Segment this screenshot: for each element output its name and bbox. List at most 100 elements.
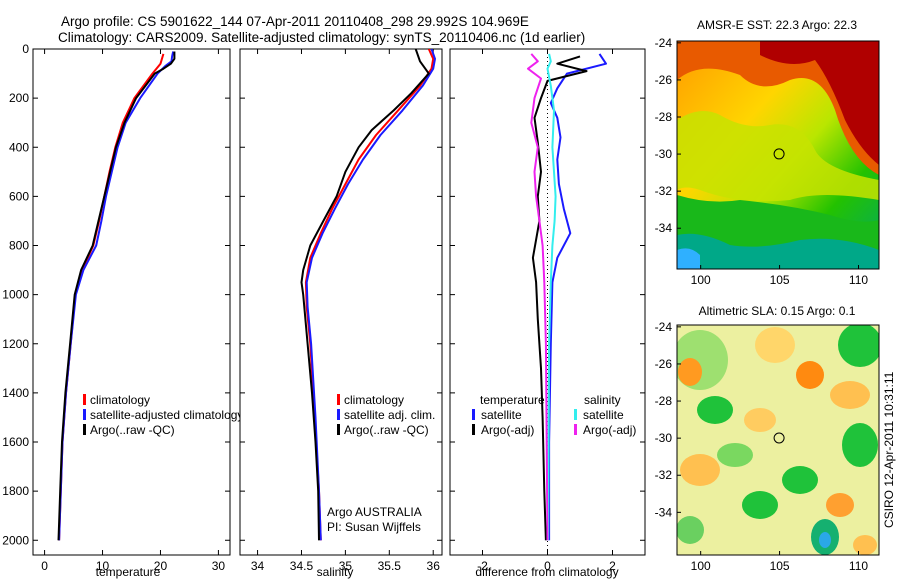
lon-tick-label: 100 (691, 273, 711, 287)
depth-tick-label: 400 (9, 140, 29, 154)
series-line-temperature-satellite (548, 53, 607, 541)
depth-tick-label: 1200 (2, 337, 29, 351)
legend-label-temp-satellite: satellite (481, 408, 522, 422)
legend-label-argo: Argo(..raw -QC) (90, 423, 175, 437)
sla-blob (744, 408, 776, 432)
legend-swatch-climatology (83, 394, 86, 405)
x-tick-label: 34 (251, 559, 265, 573)
series-line-satellite-adj-clim- (305, 49, 436, 541)
lat-tick-label: -26 (655, 73, 673, 87)
legend-label-sal-satellite: satellite (583, 408, 624, 422)
legend-swatch-climatology (337, 394, 340, 405)
legend-swatch-satellite (83, 409, 86, 420)
sla-blob (680, 454, 720, 486)
depth-tick-label: 2000 (2, 533, 29, 547)
legend-label-climatology: climatology (344, 393, 404, 407)
header-line-2: Climatology: CARS2009. Satellite-adjuste… (58, 30, 585, 45)
temperature-panel: 0 200 400 600 800 1000 1200 1400 1600 1800 2000 0 1… (2, 42, 243, 579)
lat-tick-label: -32 (655, 184, 673, 198)
sla-blob (796, 361, 824, 389)
x-tick-label: 30 (212, 559, 226, 573)
x-tick-label: 10 (96, 559, 110, 573)
sla-map-title: Altimetric SLA: 0.15 Argo: 0.1 (699, 304, 856, 318)
lat-tick-label: -28 (655, 394, 673, 408)
salinity-panel: 34 34.5 35 35.5 36 salinity climatology sate… (239, 48, 443, 579)
legend-swatch-temp-argo (472, 424, 475, 435)
series-line-salinity-argo-adj- (527, 53, 549, 541)
x-tick-label: -2 (477, 559, 488, 573)
sla-blob (853, 535, 877, 555)
legend-swatch-argo (83, 424, 86, 435)
depth-tick-label: 1800 (2, 484, 29, 498)
sla-blob (842, 423, 878, 467)
lat-tick-label: -30 (655, 431, 673, 445)
difference-xlabel: difference from climatology (475, 565, 618, 579)
temperature-xlabel: temperature (96, 565, 161, 579)
sst-coldest-patch (677, 248, 700, 269)
lon-tick-label: 105 (770, 273, 790, 287)
sst-cold-region (677, 233, 879, 269)
x-tick-label: 34.5 (290, 559, 314, 573)
sla-blob (678, 358, 702, 386)
sst-field (677, 41, 879, 269)
x-tick-label: 0 (544, 559, 551, 573)
sla-map-frame (676, 324, 880, 556)
sla-blob (782, 466, 818, 494)
float-pi: PI: Susan Wijffels (327, 520, 421, 534)
temperature-axes (32, 48, 231, 556)
depth-tick-label: 600 (9, 189, 29, 203)
sla-blob (677, 330, 728, 390)
lat-tick-label: -30 (655, 147, 673, 161)
sla-blob (742, 491, 778, 519)
temperature-x-axis: 0 10 20 30 (33, 48, 230, 573)
legend-swatch-satellite (337, 409, 340, 420)
legend-label-satellite: satellite-adjusted climatology (90, 408, 243, 422)
legend-swatch-sal-satellite (574, 409, 577, 420)
salinity-x-axis: 34 34.5 35 35.5 36 (240, 48, 442, 573)
series-line-salinity-satellite (546, 53, 557, 541)
header-line-1: Argo profile: CS 5901622_144 07-Apr-2011… (61, 14, 529, 29)
difference-series (527, 53, 607, 541)
legend-swatch-temp-satellite (472, 409, 475, 420)
x-tick-label: 36 (427, 559, 441, 573)
legend-label-satellite: satellite adj. clim. (344, 408, 435, 422)
sla-blob (697, 396, 733, 424)
series-line-argo-raw-qc- (57, 51, 176, 541)
lat-tick-label: -32 (655, 468, 673, 482)
lat-tick-label: -34 (655, 221, 673, 235)
temperature-series (57, 51, 176, 541)
legend-label-temp-argo: Argo(-adj) (481, 423, 534, 437)
difference-x-axis: -2 0 2 (450, 48, 645, 573)
lon-tick-label: 110 (849, 273, 868, 287)
x-tick-label: 35 (339, 559, 353, 573)
sst-map-frame (676, 40, 880, 270)
salinity-axes (239, 48, 443, 556)
lat-tick-label: -24 (655, 320, 673, 334)
x-tick-label: 2 (609, 559, 616, 573)
lat-tick-label: -26 (655, 357, 673, 371)
sla-blob (830, 381, 870, 409)
sla-blob (819, 532, 831, 548)
series-line-argo-raw-qc- (300, 49, 430, 541)
legend-label-climatology: climatology (90, 393, 150, 407)
legend-label-argo: Argo(..raw -QC) (344, 423, 429, 437)
sla-blob (677, 516, 704, 544)
salinity-xlabel: salinity (317, 565, 354, 579)
sla-blob (826, 493, 854, 517)
float-owner: Argo AUSTRALIA (327, 505, 422, 519)
sst-hot-region (760, 41, 879, 165)
x-tick-label: 35.5 (378, 559, 402, 573)
lon-tick-label: 110 (849, 559, 868, 573)
depth-tick-label: 1000 (2, 288, 29, 302)
legend-title-temperature: temperature (480, 393, 545, 407)
difference-panel: -2 0 2 difference from climatology tempera… (449, 48, 646, 579)
lon-tick-label: 100 (691, 559, 711, 573)
credit-stamp: CSIRO 12-Apr-2011 10:31:11 (882, 371, 896, 528)
sla-map-panel: Altimetric SLA: 0.15 Argo: 0.1 100 105 110… (655, 304, 880, 573)
salinity-series (300, 49, 436, 541)
argo-position-marker (773, 148, 785, 160)
depth-tick-label: 0 (22, 42, 29, 56)
legend-title-salinity: salinity (584, 393, 621, 407)
argo-position-marker (773, 432, 785, 444)
